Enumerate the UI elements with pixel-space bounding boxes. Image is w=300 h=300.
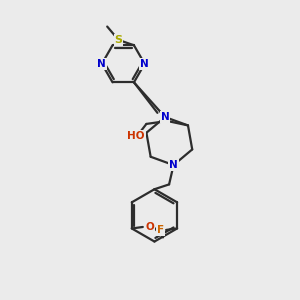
Text: F: F [157, 225, 164, 235]
Text: N: N [140, 59, 149, 69]
Text: S: S [115, 35, 122, 45]
Text: O: O [145, 222, 154, 232]
Text: HO: HO [127, 131, 145, 141]
Text: N: N [161, 112, 170, 122]
Text: N: N [169, 160, 178, 170]
Text: N: N [98, 59, 106, 69]
